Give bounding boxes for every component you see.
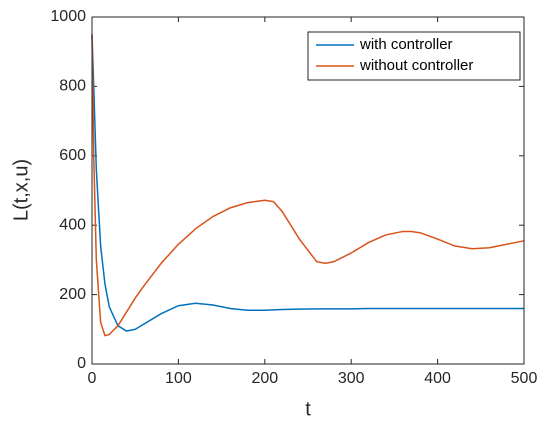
axes-box [91, 16, 525, 365]
x-axis-label: t [305, 398, 311, 420]
y-tick-label: 0 [77, 355, 86, 372]
y-tick-label: 200 [59, 286, 86, 303]
x-tick-label: 500 [511, 370, 538, 387]
legend-box [307, 31, 521, 81]
legend-label: with controller [359, 36, 453, 53]
legend: with controller without controller [307, 31, 521, 81]
x-tick-label: 100 [165, 370, 192, 387]
y-axis-label: L(t,x,u) [10, 159, 32, 221]
y-tick-label: 400 [59, 216, 86, 233]
y-tick-label: 600 [59, 147, 86, 164]
series-line [91, 34, 525, 337]
y-tick-label: 800 [59, 78, 86, 95]
x-tick-label: 200 [251, 370, 278, 387]
y-tick-label: 1000 [50, 8, 86, 25]
x-tick-label: 400 [424, 370, 451, 387]
series-line [91, 34, 524, 332]
legend-label: without controller [359, 57, 473, 74]
x-tick-label: 0 [88, 370, 97, 387]
x-tick-label: 300 [338, 370, 365, 387]
